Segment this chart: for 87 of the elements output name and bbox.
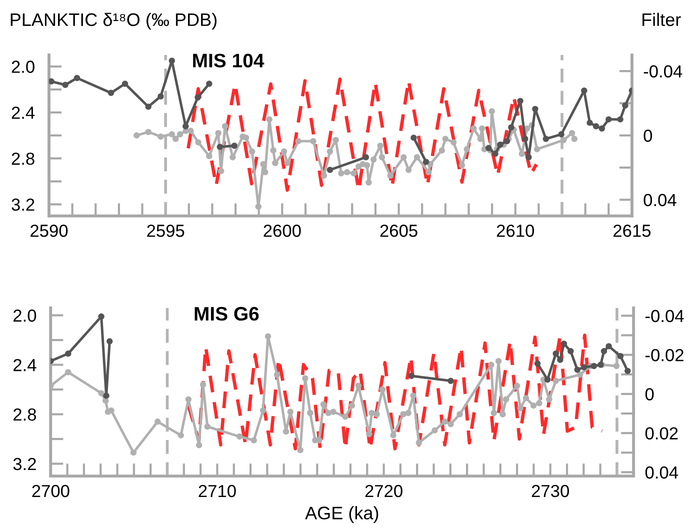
y-tick-label: 2.0 xyxy=(14,309,36,322)
x-tick-label: 2700 xyxy=(32,484,70,498)
point xyxy=(534,360,541,367)
point xyxy=(194,94,201,101)
point xyxy=(48,78,54,85)
point xyxy=(517,98,524,104)
point xyxy=(600,348,608,354)
x-tick-label: 2595 xyxy=(147,224,184,237)
point xyxy=(581,88,588,94)
point xyxy=(492,150,498,157)
point xyxy=(408,372,415,380)
x-axis-title: AGE (ka) xyxy=(305,506,378,523)
point xyxy=(62,82,68,88)
point xyxy=(122,80,128,87)
x-tick-label: 2730 xyxy=(532,484,569,498)
y2-tick-label: 0.04 xyxy=(645,466,678,479)
y-axis-title: PLANKTIC δ¹⁸O (‰ PDB) xyxy=(10,12,217,30)
point xyxy=(532,106,538,112)
point xyxy=(98,313,104,320)
point xyxy=(552,350,559,357)
x-tick-label: 2605 xyxy=(380,224,418,237)
x-tick-label: 2615 xyxy=(614,224,651,237)
point xyxy=(326,166,334,174)
point xyxy=(544,376,551,383)
y2-tick-label: -0.04 xyxy=(644,65,682,78)
x-tick-label: 2710 xyxy=(198,484,236,498)
point xyxy=(568,348,574,354)
x-tick-label: 2610 xyxy=(496,224,534,237)
point xyxy=(558,131,564,138)
y2-tick-label: -0.02 xyxy=(646,348,684,362)
y2-tick-label: 0 xyxy=(645,388,654,400)
point xyxy=(74,74,80,82)
point xyxy=(557,356,564,363)
point xyxy=(542,136,550,142)
point xyxy=(624,368,631,374)
y2-tick-label: 0.04 xyxy=(644,194,676,206)
point xyxy=(504,138,510,144)
point xyxy=(485,144,492,152)
point xyxy=(182,123,189,130)
point xyxy=(606,343,612,350)
y2-tick-label: 0.02 xyxy=(645,427,678,440)
x-tick-label: 2600 xyxy=(264,224,301,237)
point xyxy=(526,154,532,160)
point xyxy=(231,142,238,149)
y-tick-label: 2.8 xyxy=(14,408,36,421)
point xyxy=(508,124,514,131)
point xyxy=(598,125,605,132)
point xyxy=(168,58,176,64)
point xyxy=(580,364,588,370)
y2-tick-label: -0.04 xyxy=(646,310,684,322)
y2-axis-title: Filter xyxy=(642,12,681,26)
point xyxy=(422,158,430,165)
y-tick-label: 2.8 xyxy=(12,152,34,165)
point xyxy=(590,362,598,370)
x-tick-label: 2720 xyxy=(365,484,402,498)
point xyxy=(586,120,593,126)
point xyxy=(606,116,612,122)
y2-tick-label: 0 xyxy=(644,130,652,142)
point xyxy=(497,141,504,148)
point xyxy=(522,136,528,142)
point xyxy=(103,392,110,399)
y-tick-label: 3.2 xyxy=(13,458,36,470)
x-tick-label: 2590 xyxy=(30,224,68,237)
y-tick-label: 2.4 xyxy=(12,106,35,119)
point xyxy=(410,134,417,141)
line-series xyxy=(186,334,604,450)
point xyxy=(216,144,224,150)
y-tick-label: 2.4 xyxy=(14,358,36,372)
point xyxy=(362,154,370,160)
point xyxy=(65,350,72,357)
line-series xyxy=(186,77,538,192)
point xyxy=(617,116,624,122)
y-tick-label: 3.2 xyxy=(12,198,34,211)
point xyxy=(617,352,624,360)
annotation: MIS G6 xyxy=(194,306,259,321)
point xyxy=(574,366,580,373)
point xyxy=(622,102,628,109)
point xyxy=(206,80,212,87)
point xyxy=(592,123,600,130)
point xyxy=(560,340,568,347)
point xyxy=(106,338,113,344)
point xyxy=(108,90,114,96)
point xyxy=(158,93,164,100)
point xyxy=(145,104,152,110)
point xyxy=(448,378,454,384)
y-tick-label: 2.0 xyxy=(12,60,34,73)
annotation: MIS 104 xyxy=(193,54,264,68)
